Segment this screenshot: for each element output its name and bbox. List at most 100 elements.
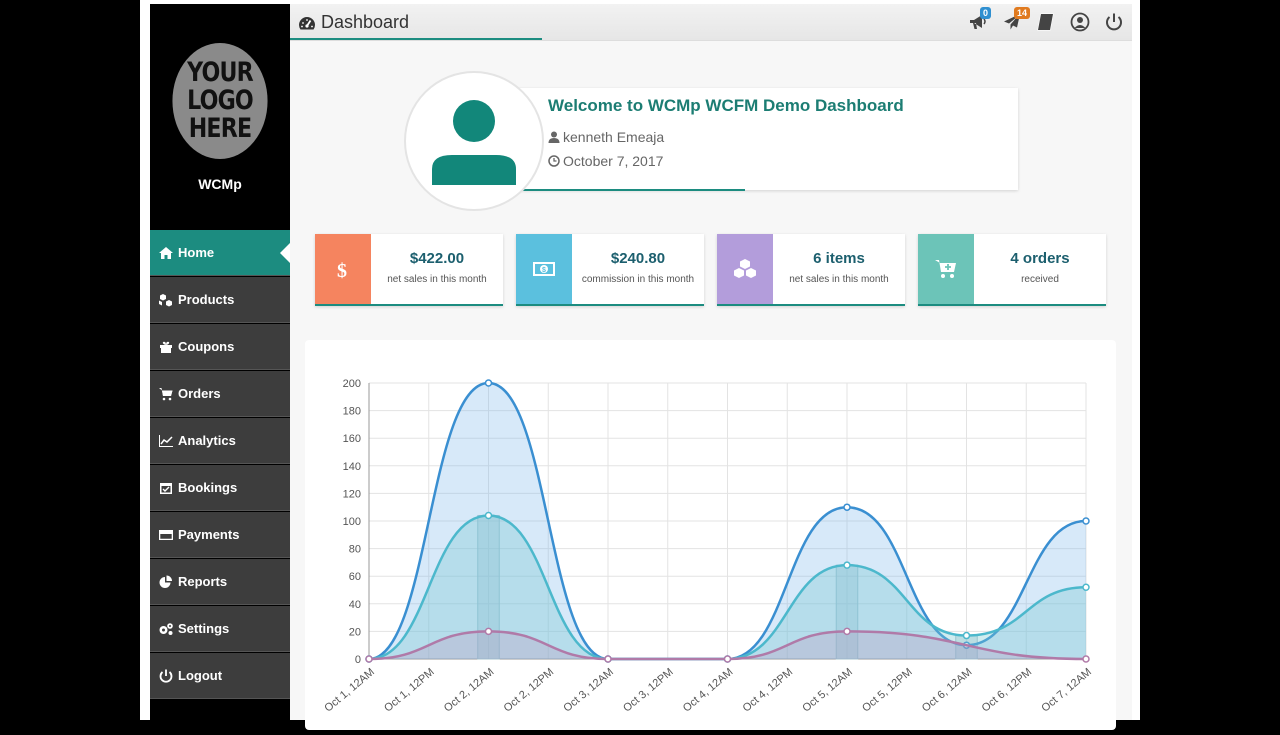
- logout-button[interactable]: [1104, 12, 1124, 32]
- sidebar-item-label: Orders: [178, 386, 221, 401]
- data-point: [484, 627, 493, 636]
- date-text: October 7, 2017: [563, 153, 664, 169]
- svg-text:$: $: [337, 260, 347, 281]
- stat-card-commission[interactable]: $ $240.80 commission in this month: [516, 234, 704, 306]
- announcement-badge: 0: [980, 7, 992, 19]
- x-tick-label: Oct 1, 12AM: [322, 666, 377, 714]
- data-point: [962, 631, 971, 640]
- x-tick-label: Oct 7, 12AM: [1039, 666, 1094, 714]
- welcome-user: kenneth Emeaja: [548, 129, 664, 145]
- stat-value: 6 items: [813, 250, 865, 267]
- x-tick-label: Oct 6, 12PM: [980, 666, 1035, 714]
- sidebar-item-orders[interactable]: Orders: [150, 371, 290, 417]
- welcome-date: October 7, 2017: [548, 153, 663, 169]
- y-tick-label: 200: [343, 378, 361, 390]
- stat-label: commission in this month: [581, 274, 695, 285]
- user-name: kenneth Emeaja: [563, 129, 665, 145]
- series-area: [369, 631, 1086, 659]
- user-avatar-icon: [432, 100, 516, 185]
- y-tick-label: 120: [343, 488, 361, 500]
- gift-icon: [160, 341, 172, 353]
- svg-text:$: $: [542, 267, 546, 274]
- logo-line: HERE: [188, 113, 252, 144]
- stat-icon-box: $: [315, 234, 371, 304]
- x-tick-label: Oct 5, 12PM: [860, 666, 915, 714]
- y-tick-label: 40: [349, 599, 361, 611]
- megaphone-icon: [970, 15, 986, 29]
- sidebar-item-label: Bookings: [178, 480, 238, 495]
- x-tick-label: Oct 2, 12AM: [442, 666, 497, 714]
- x-tick-label: Oct 5, 12AM: [800, 666, 855, 714]
- user-circle-icon: [1070, 12, 1090, 32]
- y-tick-label: 0: [355, 654, 361, 666]
- page-title-text: Dashboard: [321, 12, 410, 32]
- page-title: Dashboard: [298, 12, 409, 33]
- knowledgebase-button[interactable]: [1036, 12, 1056, 32]
- stat-card-orders[interactable]: 4 orders received: [918, 234, 1106, 306]
- data-point: [843, 561, 851, 569]
- data-point: [843, 627, 851, 636]
- x-tick-label: Oct 1, 12PM: [382, 666, 437, 714]
- welcome-card: [510, 88, 1018, 191]
- stat-label: received: [1021, 274, 1059, 285]
- title-underline: [290, 38, 542, 40]
- sidebar-item-payments[interactable]: Payments: [150, 512, 290, 558]
- profile-button[interactable]: [1070, 12, 1090, 32]
- main-content: Dashboard 0 14 Welcom: [290, 4, 1132, 730]
- sidebar-item-label: Products: [178, 292, 235, 307]
- welcome-title: Welcome to WCMp WCFM Demo Dashboard: [548, 96, 904, 115]
- dollar-icon: $: [337, 260, 347, 281]
- data-point: [484, 379, 493, 387]
- sidebar-item-products[interactable]: Products: [150, 277, 290, 323]
- cart-icon: [159, 387, 173, 400]
- sidebar-item-analytics[interactable]: Analytics: [150, 418, 290, 464]
- x-tick-label: Oct 6, 12AM: [920, 666, 975, 714]
- sidebar-item-home[interactable]: Home: [150, 230, 290, 276]
- line-chart-icon: [159, 434, 173, 447]
- tachometer-icon: [299, 16, 315, 29]
- sidebar-item-label: Home: [178, 245, 215, 260]
- sidebar-item-logout[interactable]: Logout: [150, 653, 290, 699]
- home-icon: [159, 246, 173, 259]
- money-icon: $: [533, 262, 555, 276]
- sidebar-item-coupons[interactable]: Coupons: [150, 324, 290, 370]
- sidebar: YOUR LOGO HERE WCMp Home Products Coupon…: [150, 4, 290, 720]
- sidebar-item-label: Analytics: [178, 433, 236, 448]
- enquiry-badge: 14: [1014, 7, 1031, 19]
- stat-icon-box: [918, 234, 974, 304]
- paper-plane-icon: [1004, 14, 1020, 30]
- stat-value: $240.80: [610, 250, 666, 267]
- gears-icon: [159, 622, 173, 635]
- stat-icon-box: [717, 234, 773, 304]
- y-tick-label: 180: [343, 406, 361, 418]
- y-tick-label: 20: [349, 626, 361, 638]
- data-point: [604, 655, 612, 663]
- clock-icon: [548, 155, 560, 167]
- sidebar-item-bookings[interactable]: Bookings: [150, 465, 290, 511]
- series-area: [369, 515, 1086, 659]
- sidebar-item-label: Payments: [178, 527, 240, 542]
- enquiries-button[interactable]: 14: [1002, 7, 1031, 32]
- data-point: [1082, 583, 1090, 591]
- top-bar: Dashboard 0 14: [290, 4, 1132, 41]
- book-icon: [1037, 13, 1054, 31]
- data-point: [843, 503, 851, 511]
- stat-card-net-sales[interactable]: $ $422.00 net sales in this month: [315, 234, 503, 306]
- x-tick-label: Oct 2, 12PM: [502, 666, 557, 714]
- announcements-button[interactable]: 0: [968, 7, 992, 32]
- store-logo[interactable]: YOUR LOGO HERE: [172, 43, 268, 159]
- data-point: [723, 655, 732, 663]
- sidebar-item-settings[interactable]: Settings: [150, 606, 290, 652]
- data-point: [1082, 655, 1090, 663]
- sales-chart-card: 0 20 40 60 80 100 120 140 160 180 200 Oct 1, 12AM Oc…: [305, 340, 1116, 730]
- sidebar-item-label: Reports: [178, 574, 228, 589]
- sidebar-item-reports[interactable]: Reports: [150, 559, 290, 605]
- y-tick-label: 80: [349, 544, 361, 556]
- sidebar-item-label: Settings: [178, 621, 230, 636]
- stat-value: 4 orders: [1010, 250, 1070, 267]
- store-name[interactable]: WCMp: [198, 176, 242, 192]
- stat-card-items[interactable]: 6 items net sales in this month: [717, 234, 905, 306]
- logo-line: YOUR: [187, 57, 254, 88]
- avatar[interactable]: [404, 71, 544, 211]
